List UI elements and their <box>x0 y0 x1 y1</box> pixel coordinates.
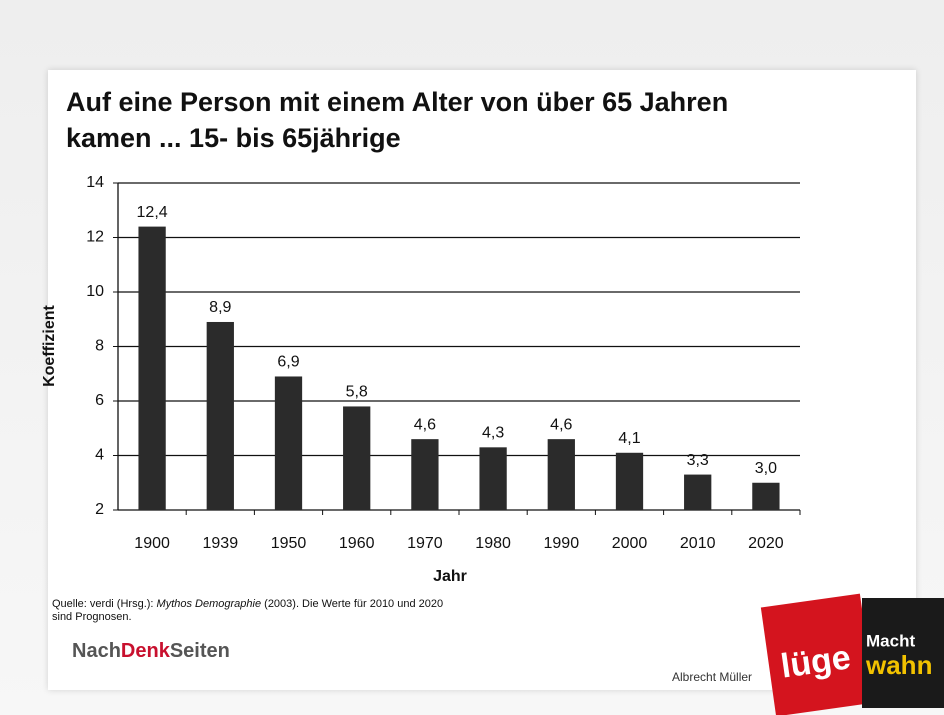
source-text: (2003). Die Werte für 2010 und 2020 <box>261 598 443 610</box>
logo-part: Seiten <box>170 640 230 662</box>
y-tick-label: 12 <box>86 229 104 246</box>
chart-title: kamen ... 15- bis 65jährige <box>66 123 401 153</box>
source: sind Prognosen. <box>52 611 132 623</box>
bar <box>548 439 575 510</box>
bar <box>411 439 438 510</box>
bar <box>343 406 370 510</box>
value-label: 4,1 <box>618 430 640 447</box>
logo-part: Denk <box>121 640 171 662</box>
value-label: 12,4 <box>137 204 168 221</box>
value-label: 3,0 <box>755 460 777 477</box>
value-label: 8,9 <box>209 299 231 316</box>
value-label: 5,8 <box>346 384 368 401</box>
logo-part: Nach <box>72 640 121 662</box>
y-tick-label: 10 <box>86 283 104 300</box>
book-title: wahn <box>865 650 932 680</box>
source-text: Quelle: verdi (Hrsg.): <box>52 598 157 610</box>
y-tick-label: 6 <box>95 392 104 409</box>
value-label: 4,6 <box>550 416 572 433</box>
x-tick-label: 2000 <box>612 535 648 552</box>
book-title: Macht <box>866 631 915 650</box>
y-tick-label: 2 <box>95 501 104 518</box>
bar <box>479 447 506 510</box>
bar <box>752 483 779 510</box>
y-tick-label: 4 <box>95 447 104 464</box>
x-tick-label: 1990 <box>544 535 580 552</box>
bar <box>207 322 234 510</box>
bar <box>138 227 165 510</box>
page: Auf eine Person mit einem Alter von über… <box>0 0 944 715</box>
x-tick-label: 1950 <box>271 535 307 552</box>
x-tick-label: 1980 <box>475 535 511 552</box>
value-label: 3,3 <box>687 452 709 469</box>
source-title: Mythos Demographie <box>157 598 262 610</box>
y-tick-label: 8 <box>95 338 104 355</box>
bar <box>616 453 643 510</box>
chart: Auf eine Person mit einem Alter von über… <box>0 0 944 715</box>
source: Quelle: verdi (Hrsg.): Mythos Demographi… <box>52 598 443 610</box>
x-tick-label: 1939 <box>203 535 239 552</box>
y-tick-label: 14 <box>86 174 104 191</box>
x-axis-label: Jahr <box>433 568 467 585</box>
x-tick-label: 1970 <box>407 535 443 552</box>
value-label: 4,6 <box>414 416 436 433</box>
x-tick-label: 2020 <box>748 535 784 552</box>
y-axis-label: Koeffizient <box>41 304 58 386</box>
value-label: 4,3 <box>482 425 504 442</box>
x-tick-label: 2010 <box>680 535 716 552</box>
value-label: 6,9 <box>277 354 299 371</box>
author: Albrecht Müller <box>672 670 752 684</box>
bar <box>275 376 302 510</box>
x-tick-label: 1900 <box>134 535 170 552</box>
x-tick-label: 1960 <box>339 535 375 552</box>
bar <box>684 475 711 510</box>
logo: NachDenkSeiten <box>72 640 230 662</box>
chart-title: Auf eine Person mit einem Alter von über… <box>66 87 728 117</box>
